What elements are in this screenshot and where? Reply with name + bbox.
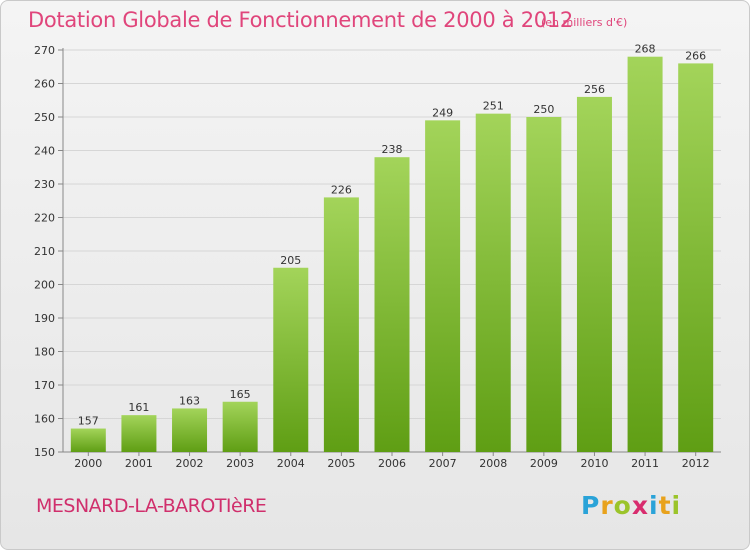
x-tick-label: 2004 xyxy=(277,457,305,470)
bar xyxy=(475,113,511,453)
y-tick-label: 270 xyxy=(34,44,55,57)
logo-letter: t xyxy=(658,491,672,520)
x-tick-label: 2005 xyxy=(327,457,355,470)
commune-name: MESNARD-LA-BAROTIèRE xyxy=(36,495,267,517)
y-tick-label: 200 xyxy=(34,279,55,292)
x-tick-label: 2000 xyxy=(74,457,102,470)
x-tick-label: 2009 xyxy=(530,457,558,470)
x-tick-label: 2010 xyxy=(580,457,608,470)
bar-value-label: 157 xyxy=(78,415,99,428)
bar-value-label: 226 xyxy=(331,183,352,196)
bar xyxy=(222,401,258,452)
y-tick-label: 150 xyxy=(34,446,55,459)
bar-value-label: 165 xyxy=(230,388,251,401)
bar xyxy=(374,157,410,452)
bar-value-label: 249 xyxy=(432,106,453,119)
bar xyxy=(627,56,663,452)
bar xyxy=(526,117,562,452)
bar-value-label: 163 xyxy=(179,394,200,407)
y-tick-label: 260 xyxy=(34,78,55,91)
bar xyxy=(323,197,359,452)
x-tick-label: 2011 xyxy=(631,457,659,470)
bar-value-label: 266 xyxy=(685,49,706,62)
bar xyxy=(273,267,309,452)
logo-letter: x xyxy=(631,491,649,520)
chart-title: Dotation Globale de Fonctionnement de 20… xyxy=(28,8,573,32)
bar xyxy=(678,63,714,453)
x-tick-label: 2007 xyxy=(429,457,457,470)
x-tick-label: 2012 xyxy=(682,457,710,470)
x-tick-label: 2002 xyxy=(176,457,204,470)
y-tick-label: 250 xyxy=(34,111,55,124)
y-tick-label: 230 xyxy=(34,178,55,191)
x-tick-label: 2003 xyxy=(226,457,254,470)
bar-value-label: 161 xyxy=(128,401,149,414)
x-tick-label: 2006 xyxy=(378,457,406,470)
x-tick-label: 2008 xyxy=(479,457,507,470)
bar xyxy=(172,408,208,452)
bar xyxy=(70,428,106,452)
bar-value-label: 251 xyxy=(483,100,504,113)
bar xyxy=(576,96,612,453)
proxiti-logo: Proxiti xyxy=(581,491,681,520)
bars: 157 161 163 165 205 226 238 249 251 250 256 268 266 xyxy=(70,43,714,453)
logo-letter: o xyxy=(613,491,632,520)
bar-value-label: 205 xyxy=(280,254,301,267)
bar-value-label: 250 xyxy=(533,103,554,116)
y-tick-label: 210 xyxy=(34,245,55,258)
y-tick-label: 170 xyxy=(34,379,55,392)
logo-letter: i xyxy=(649,491,659,520)
bar-value-label: 268 xyxy=(635,43,656,56)
y-tick-label: 160 xyxy=(34,413,55,426)
logo-letter: P xyxy=(581,491,601,520)
logo-letter: i xyxy=(671,491,682,520)
bar xyxy=(121,415,157,452)
y-tick-label: 180 xyxy=(34,346,55,359)
y-tick-label: 190 xyxy=(34,312,55,325)
bar xyxy=(425,120,461,452)
logo-letter: r xyxy=(600,491,614,520)
bar-value-label: 238 xyxy=(382,143,403,156)
x-tick-label: 2001 xyxy=(125,457,153,470)
bar-value-label: 256 xyxy=(584,83,605,96)
y-tick-label: 220 xyxy=(34,212,55,225)
y-tick-label: 240 xyxy=(34,145,55,158)
unit-label: (en milliers d'€) xyxy=(541,16,628,29)
